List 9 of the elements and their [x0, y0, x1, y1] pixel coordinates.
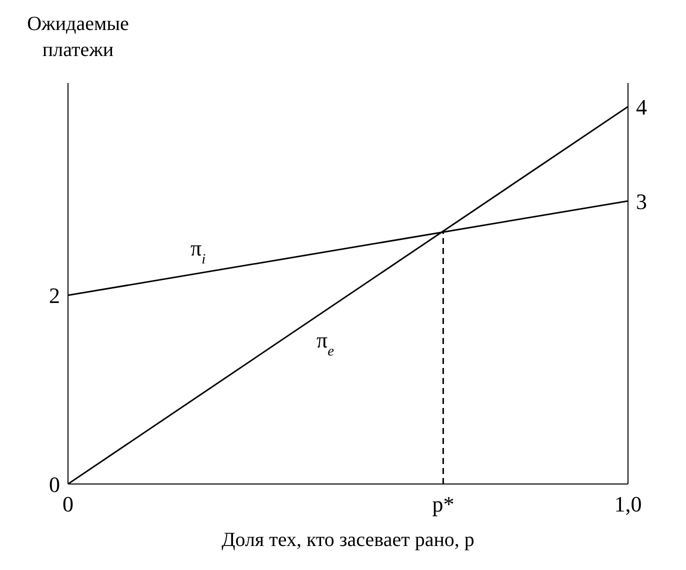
- y2-tick-label: 4: [636, 94, 647, 120]
- x-tick-label: p*: [432, 492, 454, 517]
- x-axis-title: Доля тех, кто засевает рано, p: [222, 529, 474, 551]
- series-label: π$_{i}$: [190, 236, 206, 268]
- y2-tick-label: 3: [636, 188, 647, 214]
- x-tick-label: 1,0: [614, 492, 642, 517]
- series-label: π$_{e}$: [316, 327, 335, 360]
- y-tick-label: 2: [49, 283, 60, 308]
- y-axis-title: Ожидаемые платежи: [27, 13, 130, 61]
